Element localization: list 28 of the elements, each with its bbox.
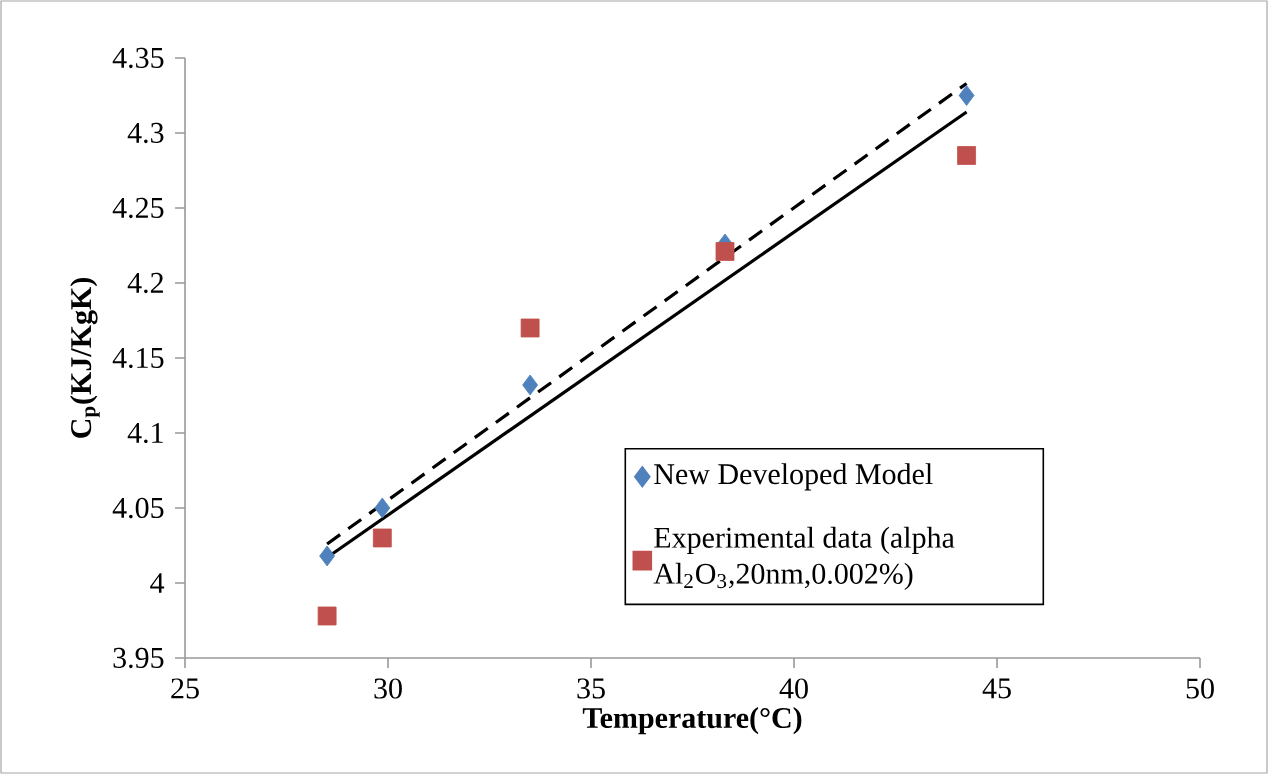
point: [317, 606, 337, 626]
x-tick-label: 25: [171, 678, 199, 699]
x-tick-label: 30: [374, 678, 402, 699]
x-tick-label: 50: [1186, 678, 1214, 699]
x-tick-label: 35: [577, 678, 605, 699]
x-tick-label: 45: [982, 678, 1011, 699]
y-tick-label: 4: [150, 573, 165, 593]
point: [319, 545, 336, 567]
point: [374, 497, 391, 519]
y-tick-label: 4.05: [112, 497, 164, 519]
y-tick-label: 3.95: [113, 647, 164, 669]
point: [958, 85, 975, 106]
y-tick-label: 4.25: [112, 197, 164, 219]
point: [715, 242, 735, 261]
point: [522, 374, 538, 396]
x-tick-label: 40: [779, 678, 808, 699]
point: [520, 318, 540, 338]
x-axis-title: Temperature(°C): [582, 707, 802, 735]
y-tick-label: 4.3: [127, 122, 164, 144]
y-axis-title: C$_{p}$(KJ/KgK): [70, 277, 100, 438]
legend-label: Experimental data (alpha Al$_{2}$O$_{3}$,20nm,0.002%): [653, 526, 955, 590]
y-tick-label: 4.1: [127, 422, 163, 444]
y-tick-label: 4.2: [127, 272, 163, 294]
legend-label: New Developed Model: [654, 463, 933, 491]
y-tick-label: 4.15: [112, 347, 164, 369]
point: [372, 528, 392, 548]
point: [957, 146, 976, 165]
y-tick-label: 4.35: [112, 47, 164, 69]
